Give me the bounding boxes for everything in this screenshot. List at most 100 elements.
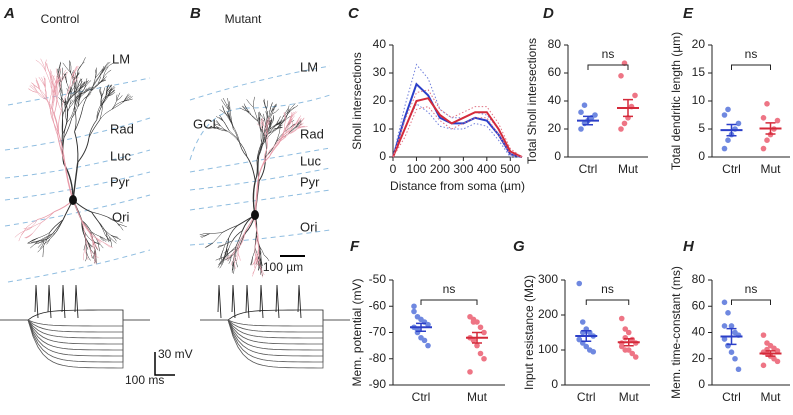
panel-title: Mutant (225, 12, 262, 26)
soma (251, 210, 259, 220)
dendrite (91, 211, 103, 228)
dendrite (106, 84, 109, 93)
dendrite (73, 87, 80, 93)
dendrite (276, 124, 281, 142)
dendrite (43, 233, 53, 240)
dendrite (93, 251, 96, 263)
dendrite (259, 120, 262, 133)
dendrite (260, 131, 262, 146)
y-tick-label: 5 (698, 121, 705, 135)
spike (34, 284, 39, 319)
sem-bar (726, 123, 737, 137)
dendrite (89, 248, 99, 259)
x-tick-label: Ctrl (722, 162, 741, 176)
y-tick-label: 15 (692, 65, 706, 79)
data-point (760, 115, 767, 121)
data-point (721, 336, 728, 342)
dendrite (235, 247, 238, 260)
dendrite (100, 224, 106, 236)
y-tick-label: 0 (379, 149, 386, 163)
data-point (470, 319, 477, 325)
dendrite (235, 254, 239, 263)
dendrite (57, 81, 62, 96)
data-point (725, 106, 731, 113)
dendrite (77, 97, 81, 108)
data-point (583, 343, 590, 350)
dendrite (71, 66, 77, 78)
y-tick-label: -80 (369, 351, 387, 365)
dendrite (272, 115, 274, 122)
y-axis-label: Mem. potential (mV) (350, 278, 364, 386)
dendrite (298, 126, 308, 129)
dendrite (50, 75, 54, 86)
dendrite (67, 104, 71, 112)
voltage-scale-label: 30 mV (158, 347, 193, 361)
dendrite (69, 99, 74, 105)
dendrite (228, 240, 233, 249)
dendrite (50, 88, 53, 111)
dendrite (232, 261, 235, 274)
data-point (728, 349, 735, 355)
significance-label: ns (745, 47, 758, 61)
data-point (774, 117, 781, 124)
y-tick-label: 40 (548, 93, 562, 107)
dendrite (81, 219, 92, 232)
layer-label: Ori (112, 209, 129, 224)
dendrite (88, 119, 98, 139)
dendrite (249, 111, 258, 122)
dendrite (57, 79, 60, 96)
sem-bar (472, 331, 482, 344)
layer-label: Pyr (110, 174, 130, 189)
dendrite (111, 102, 124, 110)
data-point (764, 137, 770, 143)
dendrite (35, 239, 44, 244)
voltage-trace (0, 319, 150, 339)
y-tick-label: 40 (373, 37, 387, 51)
dendrite (298, 122, 304, 129)
dendrite (259, 112, 261, 121)
dendrite (52, 85, 57, 99)
data-point (578, 109, 584, 115)
dendrite (76, 91, 83, 100)
significance-bracket (420, 299, 478, 305)
dendrite (88, 119, 101, 139)
dendrite (82, 88, 92, 107)
dendrite (199, 233, 210, 236)
x-tick-label: 200 (430, 162, 450, 176)
dendrite (37, 211, 55, 220)
dendrite (238, 232, 246, 244)
dendrite (257, 234, 260, 249)
dendrite (291, 122, 294, 127)
y-axis-label: Total Sholl intersections (525, 38, 539, 164)
data-point (725, 310, 731, 316)
panel-label: D (543, 5, 554, 22)
dendrite (265, 128, 278, 141)
dendrite (43, 233, 53, 242)
sem-bar (583, 115, 593, 126)
dendrite (234, 247, 240, 259)
dendrite (237, 140, 248, 157)
spike (231, 284, 236, 319)
data-point (474, 342, 480, 349)
dendrite (226, 112, 231, 121)
dendrite (55, 68, 60, 80)
dendrite (99, 109, 113, 121)
y-axis-label: Input resistance (MΩ) (522, 275, 536, 390)
dendrite (91, 211, 108, 218)
dendrite (52, 115, 58, 136)
dendrite (290, 111, 296, 119)
data-point (721, 323, 728, 329)
dendrite (73, 74, 76, 83)
dendrite (52, 74, 57, 86)
layer-label: LM (300, 59, 318, 74)
dendrite (298, 118, 305, 128)
voltage-trace (0, 319, 150, 369)
sem-bar (765, 350, 776, 357)
dendrite (66, 111, 69, 123)
dendrite (248, 112, 258, 122)
spike (217, 284, 222, 319)
dendrite (57, 135, 66, 164)
dendrite (90, 77, 96, 92)
dendrite (55, 85, 57, 98)
